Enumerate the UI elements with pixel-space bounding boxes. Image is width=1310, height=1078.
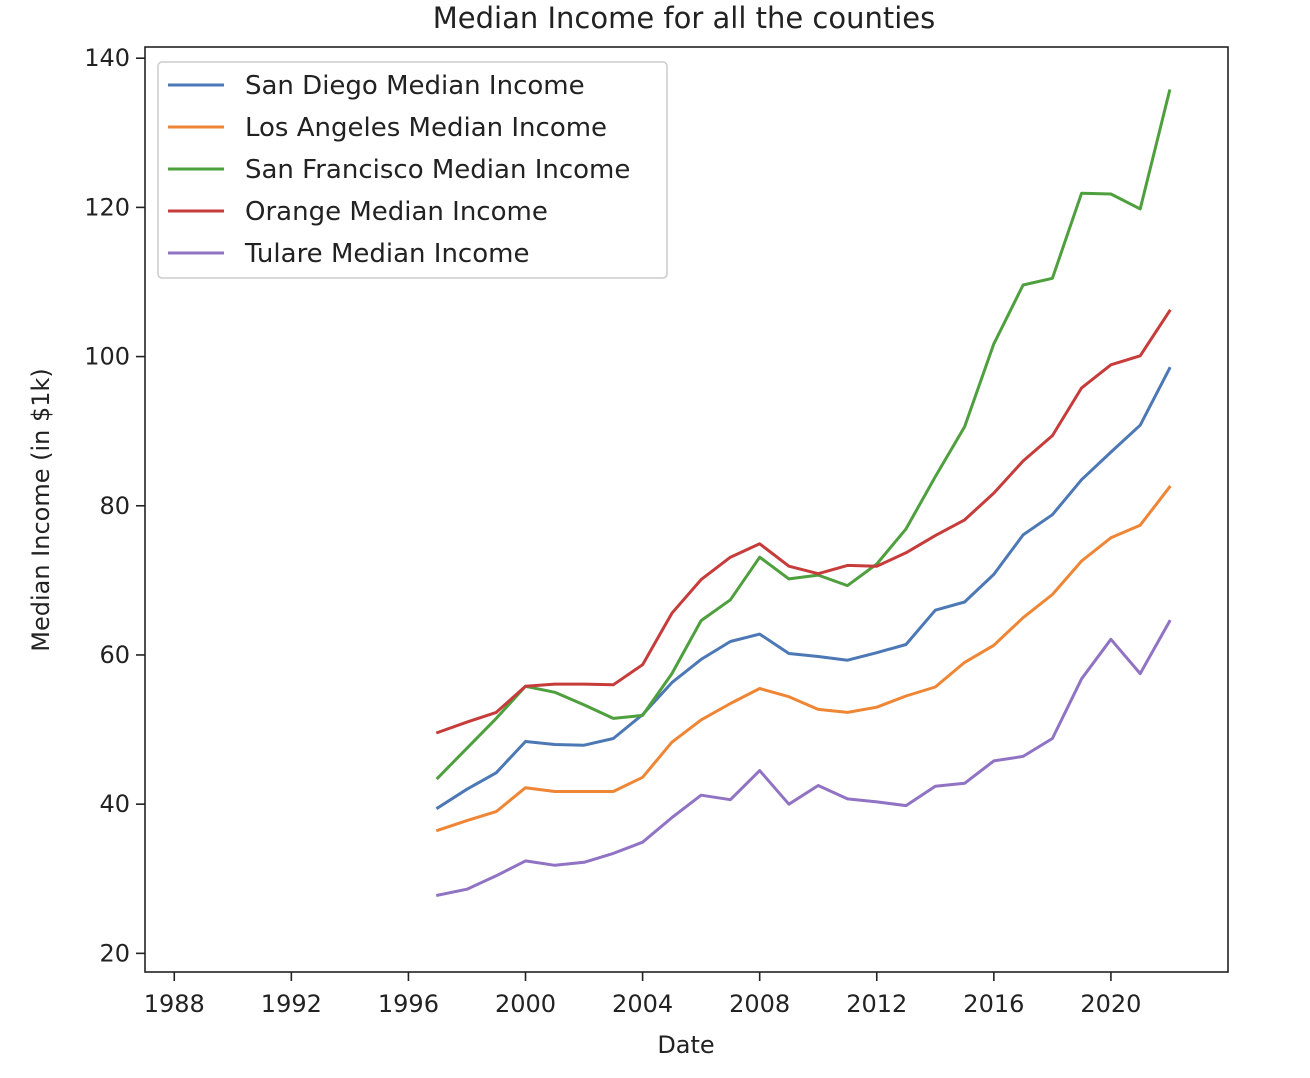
y-tick-label: 40: [99, 790, 130, 818]
x-axis-ticks: 1988 1992 1996 2000 2004 2008 2012 2016 2020: [144, 972, 1141, 1018]
series-line-2: [435, 89, 1172, 781]
y-axis-label: Median Income (in $1k): [27, 368, 55, 652]
x-tick-label: 1992: [261, 990, 322, 1018]
series-line-0: [435, 366, 1172, 810]
x-tick-label: 2004: [612, 990, 673, 1018]
plot-area: 1988 1992 1996 2000 2004 2008 2012 2016 2020 20 4…: [84, 44, 1229, 1018]
x-tick-label: 2020: [1080, 990, 1141, 1018]
x-tick-label: 2008: [729, 990, 790, 1018]
y-tick-label: 20: [99, 939, 130, 967]
y-tick-label: 60: [99, 641, 130, 669]
x-tick-label: 2000: [495, 990, 556, 1018]
y-axis-ticks: 20 40 60 80 100 120 140: [84, 44, 145, 967]
legend-label-4: Tulare Median Income: [244, 239, 529, 269]
legend-items: San Diego Median Income Los Angeles Media…: [168, 71, 630, 269]
chart-title: Median Income for all the counties: [433, 1, 935, 35]
y-tick-label: 140: [84, 44, 130, 72]
legend-box: [157, 61, 668, 279]
series-line-1: [435, 484, 1172, 833]
x-tick-label: 1988: [144, 990, 205, 1018]
x-axis-label: Date: [657, 1031, 714, 1059]
legend-label-0: San Diego Median Income: [245, 71, 585, 101]
x-tick-label: 2012: [846, 990, 907, 1018]
legend-label-1: Los Angeles Median Income: [245, 113, 607, 143]
legend: San Diego Median Income Los Angeles Media…: [157, 61, 668, 279]
legend-label-2: San Francisco Median Income: [245, 155, 630, 185]
y-tick-label: 120: [84, 193, 130, 221]
legend-label-3: Orange Median Income: [245, 197, 548, 227]
series-line-3: [435, 309, 1172, 735]
series-line-4: [435, 619, 1172, 897]
x-tick-label: 2016: [963, 990, 1024, 1018]
plot-frame: [144, 46, 1229, 973]
y-tick-label: 80: [99, 492, 130, 520]
series-layer: [435, 89, 1172, 897]
y-tick-label: 100: [84, 343, 130, 371]
x-tick-label: 1996: [378, 990, 439, 1018]
